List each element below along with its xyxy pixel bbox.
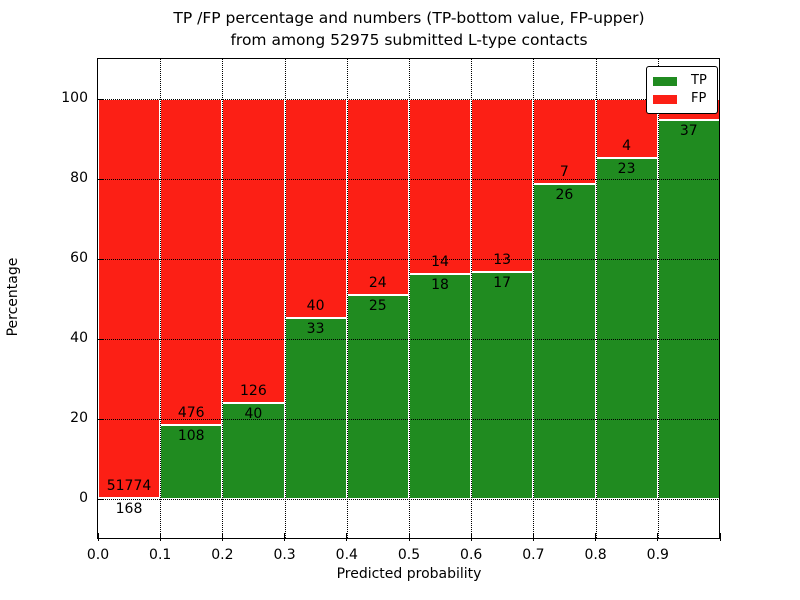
y-gridline — [98, 179, 720, 180]
bar-tp-segment — [346, 294, 409, 499]
x-tick-label: 0.0 — [86, 547, 110, 563]
x-tick — [346, 533, 348, 541]
chart-title-line2: from among 52975 submitted L-type contac… — [230, 31, 588, 49]
x-gridline — [533, 59, 535, 538]
y-axis-label: Percentage — [5, 257, 21, 337]
bar-fp-count-label: 126 — [240, 382, 267, 399]
x-tick-label: 0.8 — [584, 547, 607, 563]
bar-tp-count-label: 33 — [306, 321, 325, 338]
x-tick — [159, 533, 161, 541]
bar-fp-segment — [160, 99, 223, 426]
y-tick — [98, 338, 104, 340]
x-gridline — [160, 59, 162, 538]
x-tick-label: 0.3 — [273, 547, 296, 563]
y-tick-label: 40 — [70, 330, 88, 346]
bar-fp-count-label: 4 — [622, 138, 632, 155]
bar-fp-segment — [222, 99, 285, 403]
y-gridline — [98, 339, 720, 340]
x-axis-label: Predicted probability — [336, 566, 482, 582]
x-tick — [532, 533, 534, 541]
x-tick — [221, 533, 223, 541]
bar-fp-count-label: 13 — [493, 252, 512, 269]
bar-tp-segment — [595, 158, 658, 499]
x-tick — [719, 533, 721, 541]
x-gridline — [471, 59, 473, 538]
y-tick-label: 0 — [79, 490, 88, 506]
bar-tp-count-label: 18 — [431, 277, 449, 293]
chart-title-line1: TP /FP percentage and numbers (TP-bottom… — [173, 9, 645, 27]
y-tick-label: 20 — [70, 410, 88, 426]
y-gridline — [98, 99, 720, 100]
bar-tp-segment — [533, 183, 596, 499]
bar-tp-count-label: 168 — [115, 500, 143, 517]
y-tick-label: 100 — [61, 90, 88, 106]
x-gridline — [595, 59, 597, 538]
x-gridline — [409, 59, 410, 538]
y-tick — [98, 178, 104, 180]
bar-fp-segment — [409, 99, 472, 274]
x-tick-label: 0.4 — [335, 547, 358, 563]
bar-fp-count-label: 24 — [368, 274, 387, 291]
legend: TP FP — [646, 66, 718, 114]
bar-fp-count-label: 7 — [559, 163, 569, 180]
bar-fp-count-label: 40 — [306, 298, 325, 315]
x-tick — [657, 533, 659, 541]
legend-item-fp: FP — [653, 90, 711, 108]
y-tick — [98, 98, 104, 100]
bar-tp-count-label: 17 — [493, 275, 512, 292]
bar-tp-segment — [471, 272, 534, 499]
bar-fp-segment — [471, 99, 534, 273]
bar-fp-segment — [533, 99, 596, 184]
bar-fp-segment — [98, 99, 161, 498]
bar-fp-segment — [284, 99, 347, 319]
legend-label-fp: FP — [691, 91, 707, 106]
y-tick-label: 60 — [70, 250, 88, 266]
legend-item-tp: TP — [653, 72, 711, 90]
x-tick-label: 0.1 — [149, 547, 172, 563]
legend-swatch-fp — [653, 94, 677, 104]
bar-tp-segment — [409, 274, 472, 499]
bar-tp-count-label: 26 — [555, 186, 574, 203]
x-gridline — [657, 59, 659, 538]
bar-tp-count-label: 40 — [244, 405, 263, 422]
x-gridline — [284, 59, 286, 538]
legend-swatch-tp — [653, 76, 677, 86]
x-tick-label: 0.9 — [646, 547, 669, 563]
x-tick-label: 0.7 — [522, 547, 545, 563]
y-gridline — [98, 499, 720, 500]
bar-tp-count-label: 37 — [679, 122, 698, 139]
x-tick — [284, 533, 286, 541]
bar-tp-count-label: 108 — [177, 428, 205, 445]
x-tick — [97, 533, 99, 541]
x-tick-label: 0.2 — [211, 547, 234, 563]
x-tick-label: 0.5 — [397, 547, 421, 563]
bar-fp-segment — [346, 99, 409, 295]
x-gridline — [346, 59, 348, 538]
bar-tp-count-label: 23 — [617, 161, 636, 178]
y-gridline — [98, 259, 720, 260]
chart-title: TP /FP percentage and numbers (TP-bottom… — [98, 7, 720, 51]
y-tick — [98, 498, 104, 500]
bar-tp-count-label: 25 — [368, 297, 387, 314]
bar-tp-segment — [284, 318, 347, 499]
bar-tp-segment — [657, 119, 720, 499]
bar-tp-segment — [222, 402, 285, 499]
bar-fp-count-label: 51774 — [106, 477, 152, 494]
legend-label-tp: TP — [691, 73, 707, 88]
x-tick-label: 0.6 — [460, 547, 483, 563]
y-tick-label: 80 — [70, 170, 88, 186]
x-tick — [595, 533, 597, 541]
y-gridline — [98, 419, 720, 420]
y-tick — [98, 258, 104, 260]
bar-fp-count-label: 14 — [431, 254, 449, 270]
bar-fp-count-label: 476 — [177, 405, 205, 422]
y-tick — [98, 418, 104, 420]
x-tick — [408, 533, 410, 541]
x-gridline — [222, 59, 224, 538]
x-tick — [470, 533, 472, 541]
